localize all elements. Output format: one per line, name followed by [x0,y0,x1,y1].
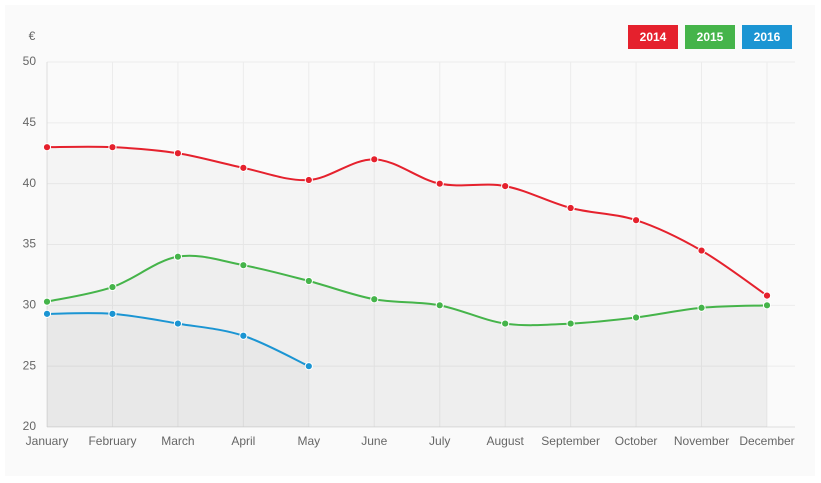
point [370,295,379,304]
point [239,261,248,270]
legend-label: 2015 [697,30,724,44]
point [501,319,510,328]
legend-swatch [742,25,792,49]
legend-label: 2016 [754,30,781,44]
y-tick-label: 25 [23,358,37,372]
point [435,179,444,188]
point [108,309,117,318]
x-tick-label: March [161,434,194,448]
x-tick-label: April [231,434,255,448]
point [304,362,313,371]
x-tick-label: January [26,434,69,448]
legend-swatch [628,25,678,49]
point [173,149,183,158]
point [42,309,52,318]
point [108,282,117,292]
point [631,216,641,225]
y-tick-label: 20 [23,419,37,433]
line [46,254,768,327]
point [697,303,706,312]
point [762,301,772,310]
x-tick-label: December [739,434,794,448]
line [46,145,768,297]
y-tick-label: 35 [23,237,37,251]
x-tick-label: September [541,434,600,448]
y-tick-label: 40 [23,176,37,190]
point [762,291,772,300]
x-tick-label: October [615,434,658,448]
point [173,252,183,261]
point [42,297,52,306]
point [631,313,641,322]
card [5,5,815,476]
point [566,203,575,213]
point [370,155,379,164]
y-tick-label: 30 [23,298,37,312]
y-tick-label: 50 [23,54,37,68]
x-tick-label: August [487,434,525,448]
point [304,175,313,185]
point [697,246,706,255]
y-tick-label: 45 [23,115,37,129]
point [239,331,248,340]
point [108,143,117,152]
x-tick-label: June [361,434,387,448]
point [304,276,313,286]
point [42,143,52,152]
x-tick-label: February [88,434,136,448]
point [173,319,183,328]
point [501,182,510,191]
x-tick-label: July [429,434,450,448]
point [435,301,444,310]
point [239,163,248,172]
x-tick-label: May [297,434,320,448]
point [566,319,575,328]
legend-swatch [685,25,735,49]
y-axis-label: € [29,29,36,43]
x-tick-label: November [674,434,729,448]
legend-label: 2014 [640,30,667,44]
